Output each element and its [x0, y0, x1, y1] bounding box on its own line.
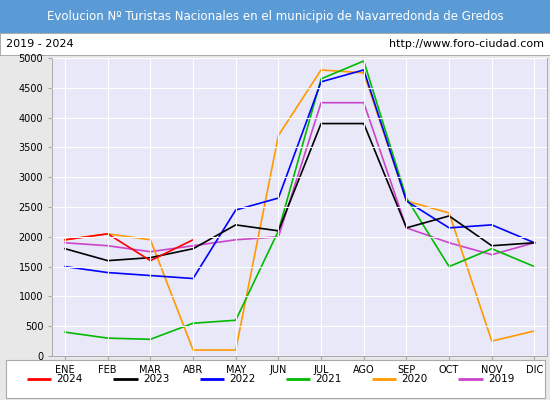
Text: Evolucion Nº Turistas Nacionales en el municipio de Navarredonda de Gredos: Evolucion Nº Turistas Nacionales en el m… [47, 10, 503, 23]
Text: 2024: 2024 [57, 374, 83, 384]
Text: 2019 - 2024: 2019 - 2024 [6, 39, 73, 49]
Text: 2019: 2019 [488, 374, 514, 384]
Text: http://www.foro-ciudad.com: http://www.foro-ciudad.com [389, 39, 544, 49]
Text: 2021: 2021 [315, 374, 342, 384]
Text: 2020: 2020 [402, 374, 428, 384]
Text: 2023: 2023 [143, 374, 169, 384]
Text: 2022: 2022 [229, 374, 256, 384]
